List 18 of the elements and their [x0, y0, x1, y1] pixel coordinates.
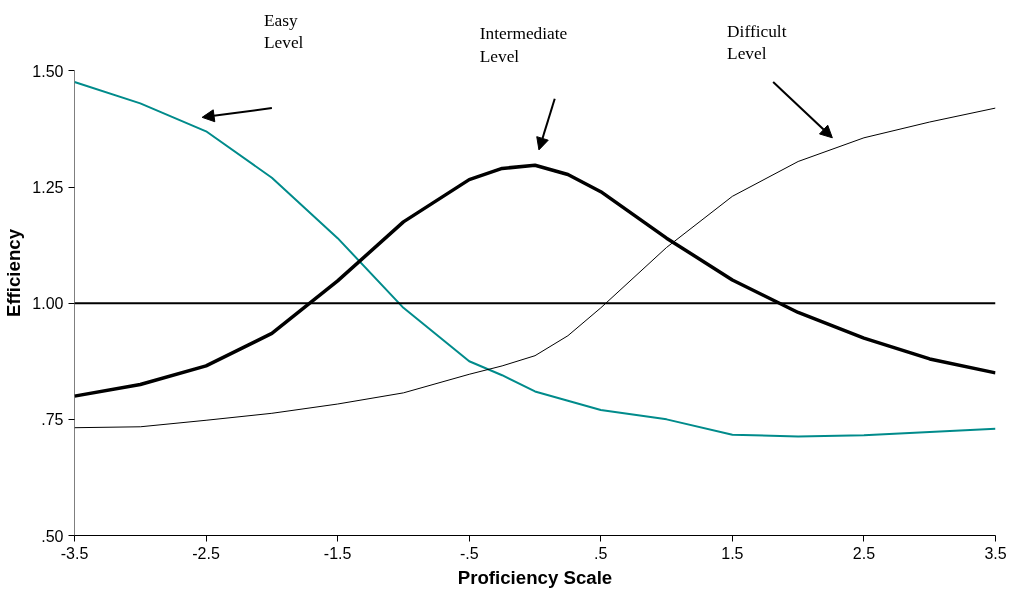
- y-tick-label: .75: [41, 411, 64, 429]
- x-tick-label: -.5: [459, 544, 479, 562]
- y-tick-label: 1.00: [32, 295, 64, 313]
- x-tick-label: -2.5: [192, 544, 220, 562]
- x-tick-label: .5: [594, 544, 608, 562]
- y-axis-title: Efficiency: [3, 228, 25, 318]
- x-tick-label: 3.5: [984, 544, 1007, 562]
- text: Intermediate Level: [479, 24, 568, 67]
- y-tick-label: 1.50: [32, 62, 64, 80]
- y-tick-label: .50: [41, 527, 64, 545]
- x-tick-label: -1.5: [323, 544, 352, 562]
- x-tick-label: 1.5: [721, 544, 744, 562]
- text: Easy Level: [263, 10, 304, 53]
- y-tick-label: 1.25: [32, 179, 64, 197]
- x-tick-label: 2.5: [852, 544, 876, 562]
- x-axis-title: Proficiency Scale: [457, 566, 613, 588]
- text: Difficult Level: [727, 21, 787, 64]
- x-tick-label: -3.5: [60, 544, 89, 562]
